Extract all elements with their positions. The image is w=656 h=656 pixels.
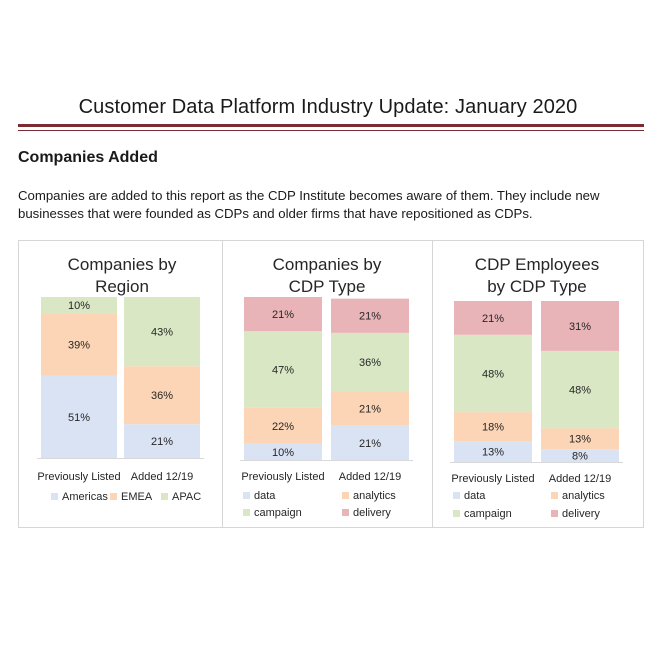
- bar-segment: [454, 412, 532, 442]
- chart-title: Companies by: [273, 255, 382, 274]
- legend-swatch: [453, 492, 460, 499]
- legend-swatch: [243, 509, 250, 516]
- legend-label: delivery: [353, 507, 391, 519]
- category-label: Previously Listed: [451, 473, 534, 485]
- bar-segment: [454, 301, 532, 335]
- legend-swatch: [453, 510, 460, 517]
- bar-segment: [541, 350, 619, 429]
- bar-segment: [244, 407, 322, 444]
- bar-segment: [124, 424, 200, 458]
- bar-segment: [41, 375, 117, 458]
- chart-divider: [432, 240, 433, 528]
- bar-segment: [331, 332, 409, 392]
- data-label: 43%: [151, 327, 173, 339]
- data-label: 31%: [569, 321, 591, 333]
- bar-segment: [124, 297, 200, 367]
- bar-segment: [244, 443, 322, 460]
- chart-title: CDP Type: [289, 277, 366, 296]
- chart-title: Companies by: [68, 255, 177, 274]
- charts-frame: [18, 240, 644, 528]
- legend-label: Americas: [62, 491, 108, 503]
- legend-label: analytics: [562, 490, 605, 502]
- legend-label: analytics: [353, 490, 396, 502]
- data-label: 21%: [359, 438, 381, 450]
- chart-title: CDP Employees: [475, 255, 599, 274]
- legend-label: data: [254, 490, 276, 502]
- bar-segment: [541, 428, 619, 450]
- bar-segment: [124, 366, 200, 425]
- data-label: 21%: [151, 436, 173, 448]
- data-label: 21%: [272, 309, 294, 321]
- data-label: 13%: [482, 447, 504, 459]
- data-label: 21%: [359, 404, 381, 416]
- legend-label: campaign: [254, 507, 302, 519]
- chart-title: Region: [95, 277, 149, 296]
- bar-segment: [454, 334, 532, 413]
- chart-title: by CDP Type: [487, 277, 587, 296]
- chart-divider: [222, 240, 223, 528]
- bar-segment: [41, 297, 117, 314]
- legend-label: EMEA: [121, 491, 153, 503]
- data-label: 21%: [359, 311, 381, 323]
- legend-swatch: [342, 509, 349, 516]
- legend-swatch: [342, 492, 349, 499]
- legend-label: campaign: [464, 508, 512, 520]
- category-label: Previously Listed: [37, 471, 120, 483]
- legend-label: APAC: [172, 491, 201, 503]
- legend-label: data: [464, 490, 486, 502]
- legend-swatch: [551, 510, 558, 517]
- data-label: 36%: [151, 390, 173, 402]
- legend-swatch: [161, 493, 168, 500]
- category-label: Previously Listed: [241, 471, 324, 483]
- bar-segment: [331, 425, 409, 460]
- legend-swatch: [51, 493, 58, 500]
- data-label: 8%: [572, 451, 588, 463]
- section-heading: Companies Added: [18, 149, 158, 166]
- category-label: Added 12/19: [339, 471, 401, 483]
- page-title: Customer Data Platform Industry Update: …: [78, 96, 578, 118]
- bar-segment: [331, 391, 409, 426]
- data-label: 48%: [569, 385, 591, 397]
- data-label: 48%: [482, 368, 504, 380]
- data-label: 10%: [68, 300, 90, 312]
- data-label: 13%: [569, 434, 591, 446]
- data-label: 10%: [272, 447, 294, 459]
- intro-paragraph: Companies are added to this report as th…: [18, 188, 600, 221]
- data-label: 36%: [359, 357, 381, 369]
- data-label: 47%: [272, 365, 294, 377]
- bar-segment: [244, 331, 322, 408]
- bar-segment: [41, 313, 117, 376]
- legend-label: delivery: [562, 508, 600, 520]
- category-label: Added 12/19: [549, 473, 611, 485]
- data-label: 51%: [68, 412, 90, 424]
- bar-segment: [331, 298, 409, 333]
- title-rule-thin: [18, 130, 644, 131]
- legend-swatch: [551, 492, 558, 499]
- bar-segment: [541, 301, 619, 351]
- data-label: 18%: [482, 422, 504, 434]
- data-label: 21%: [482, 313, 504, 325]
- category-label: Added 12/19: [131, 471, 193, 483]
- bar-segment: [454, 441, 532, 462]
- bar-segment: [244, 297, 322, 332]
- bar-segment: [541, 449, 619, 462]
- data-label: 22%: [272, 421, 294, 433]
- data-label: 39%: [68, 339, 90, 351]
- title-rule-thick: [18, 124, 644, 127]
- legend-swatch: [110, 493, 117, 500]
- legend-swatch: [243, 492, 250, 499]
